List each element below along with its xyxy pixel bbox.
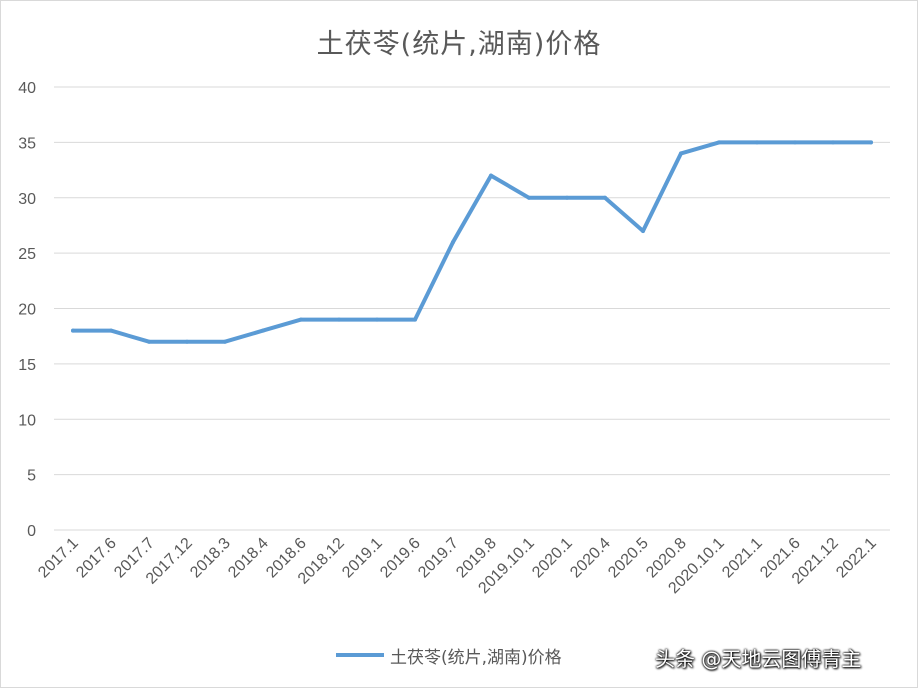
x-tick-label: 2022.1	[833, 535, 880, 582]
x-tick-label: 2018.4	[225, 535, 272, 582]
x-tick-label: 2017.6	[73, 535, 120, 582]
chart-title: 土茯苓(统片,湖南)价格	[316, 29, 602, 60]
data-point	[869, 140, 873, 145]
data-point	[793, 140, 797, 145]
gridlines	[54, 86, 890, 531]
watermark-text: 头条 @天地云图傅青主	[655, 647, 862, 671]
x-tick-label: 2020.5	[605, 535, 652, 582]
x-tick-label: 2017.1	[35, 535, 82, 582]
data-point	[109, 328, 113, 333]
series-layer	[71, 140, 873, 344]
series-line	[71, 140, 873, 344]
legend: 土茯苓(统片,湖南)价格	[336, 642, 562, 668]
data-point	[451, 240, 455, 245]
y-tick-label: 35	[18, 135, 36, 152]
y-tick-label: 30	[18, 191, 36, 208]
data-point	[527, 195, 531, 200]
y-tick-label: 5	[27, 468, 36, 485]
legend-label: 土茯苓(统片,湖南)价格	[390, 647, 562, 668]
y-tick-label: 10	[18, 412, 36, 429]
data-point	[375, 317, 379, 322]
data-point	[223, 339, 227, 344]
data-point	[147, 339, 151, 344]
data-point	[71, 328, 75, 333]
data-point	[679, 151, 683, 156]
data-point	[299, 317, 303, 322]
data-point	[185, 339, 189, 344]
x-tick-label: 2020.4	[567, 535, 614, 582]
data-point	[337, 317, 341, 322]
data-point	[603, 195, 607, 200]
x-tick-label: 2019.7	[415, 535, 462, 582]
x-axis-ticks: 2017.12017.62017.72017.122018.32018.4201…	[35, 535, 880, 597]
data-point	[831, 140, 835, 145]
legend-swatch	[336, 653, 384, 657]
data-point	[261, 328, 265, 333]
x-tick-label: 2019.1	[339, 535, 386, 582]
y-tick-label: 40	[18, 80, 36, 97]
x-tick-label: 2020.1	[529, 535, 576, 582]
data-point	[413, 317, 417, 322]
x-tick-label: 2019.6	[377, 535, 424, 582]
y-tick-label: 20	[18, 302, 36, 319]
data-point	[717, 140, 721, 145]
x-tick-label: 2018.3	[187, 535, 234, 582]
y-axis-ticks: 0 5 10 15 20 25 30 35 40	[18, 80, 36, 540]
x-tick-label: 2021.1	[719, 535, 766, 582]
y-tick-label: 15	[18, 357, 36, 374]
data-point	[755, 140, 759, 145]
y-tick-label: 25	[18, 246, 36, 263]
data-point	[489, 173, 493, 178]
y-tick-label: 0	[27, 523, 36, 540]
data-point	[641, 229, 645, 233]
data-point	[565, 195, 569, 200]
